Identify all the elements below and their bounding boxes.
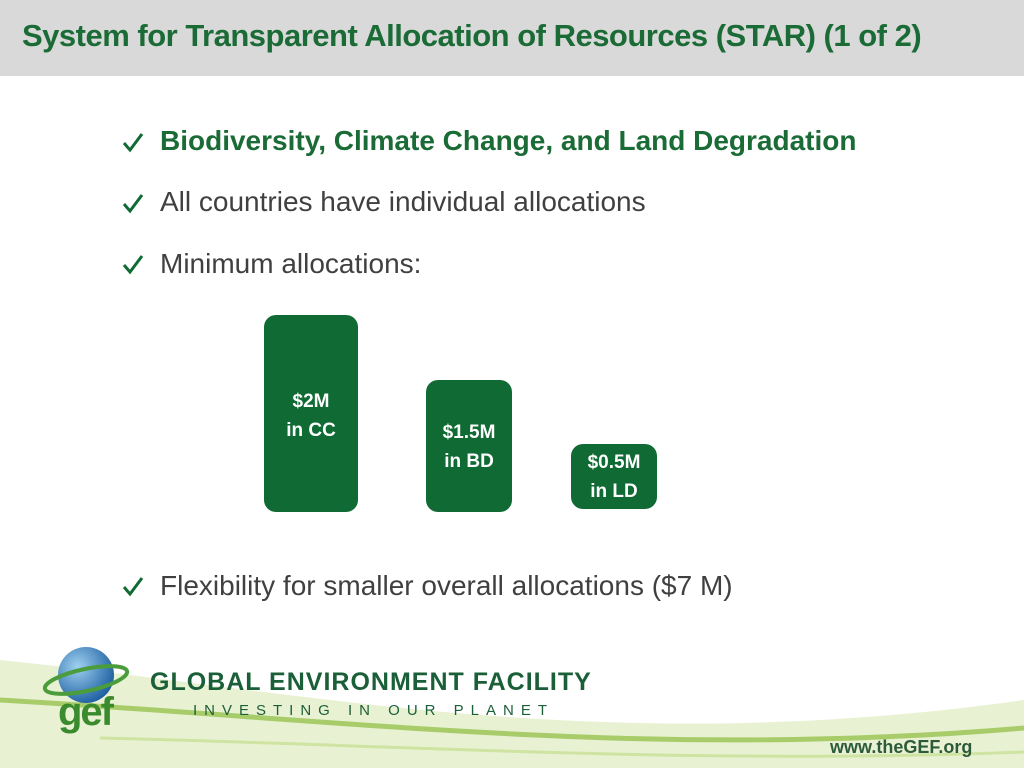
bullet: Biodiversity, Climate Change, and Land D…	[160, 125, 857, 156]
bullet: All countries have individual allocation…	[160, 186, 646, 217]
logo-ring	[42, 664, 130, 696]
swoosh-line	[0, 697, 1024, 743]
logo-text: gef	[58, 690, 114, 734]
allocation-box: $0.5M in LD	[571, 444, 657, 509]
box-label: $1.5M	[442, 422, 496, 443]
bullet: Minimum allocations:	[160, 248, 422, 279]
organization: GLOBAL ENVIRONMENT FACILITY	[150, 668, 592, 696]
box-label: $0.5M	[587, 452, 641, 473]
slide-title: System for Transparent Allocation of Res…	[22, 18, 922, 53]
box-label: in LD	[590, 481, 638, 502]
checkmarks	[122, 133, 144, 597]
allocation-box: $1.5M in BD	[426, 380, 512, 512]
box-label: in BD	[444, 451, 494, 472]
box-label: in CC	[286, 420, 336, 441]
allocation-box: $2M in CC	[264, 315, 358, 512]
bullet: Flexibility for smaller overall allocati…	[160, 570, 733, 601]
swoosh-line	[99, 736, 1024, 758]
website: www.theGEF.org	[830, 737, 973, 757]
box-label: $2M	[292, 391, 330, 412]
tagline: INVESTING IN OUR PLANET	[193, 702, 555, 719]
header-bar: System for Transparent Allocation of Res…	[0, 0, 1024, 76]
